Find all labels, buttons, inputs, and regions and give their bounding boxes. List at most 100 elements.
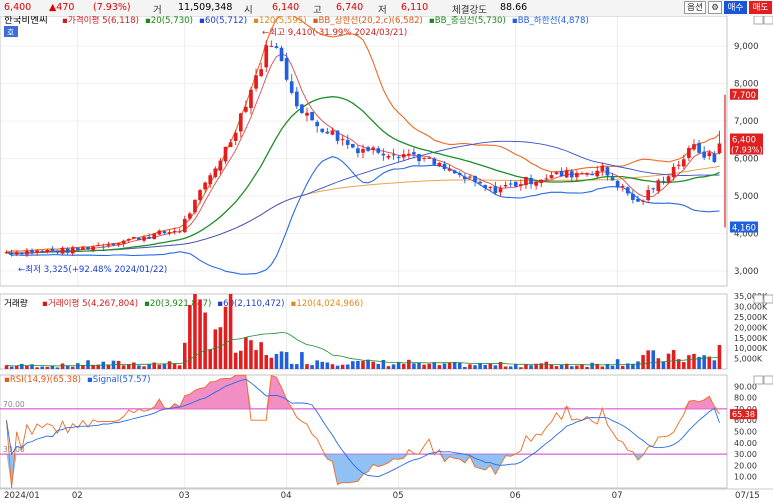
candle-body: [717, 143, 722, 154]
candle-body: [35, 250, 39, 253]
volume-bar: [198, 299, 202, 369]
volume-tick-label: 5,000K: [734, 355, 763, 364]
candle-body: [264, 45, 269, 68]
candle-body: [580, 173, 584, 175]
candle-body: [335, 130, 340, 141]
volume-bar: [381, 359, 386, 369]
volume-bar: [386, 366, 391, 369]
volume-ma-line: [6, 332, 720, 367]
price-tick-label: 7,000: [734, 117, 759, 127]
candle-body: [676, 164, 681, 166]
volume-legend-item: ▪120(4,024,966): [291, 299, 364, 309]
volume-bar: [228, 294, 233, 369]
volume-bar: [498, 361, 503, 369]
volume-bar: [40, 366, 44, 369]
candle-body: [279, 47, 284, 62]
price-legend-item: ▪20(5,730): [145, 16, 193, 26]
candle-body: [198, 190, 202, 201]
candle-body: [167, 232, 172, 234]
rsi-panel-expand-button[interactable]: [753, 375, 764, 385]
candle-body: [4, 252, 9, 254]
candle-body: [478, 181, 482, 184]
date-tick-label: 03: [179, 491, 190, 500]
volume-bar: [116, 360, 121, 369]
candle-body: [101, 246, 106, 248]
candle-body: [96, 245, 101, 247]
volume-bar: [519, 367, 523, 369]
volume-bar: [182, 342, 187, 369]
buy-button[interactable]: 매수: [724, 1, 747, 14]
volume-bar: [376, 363, 381, 369]
volume-bar: [585, 367, 589, 369]
volume-panel-expand-button[interactable]: [753, 294, 764, 304]
date-tick-label: 04: [281, 491, 292, 500]
volume-bar: [422, 364, 426, 369]
candle-body: [14, 252, 19, 255]
volume-bar: [661, 361, 666, 369]
chart-grid: [0, 16, 727, 488]
date-tick-label: 2024/01: [4, 491, 40, 500]
chart-canvas[interactable]: 한국비엔씨 호 ▪가격이평 5(6,118) ▪20(5,730) ▪60(5,71…: [0, 12, 773, 501]
stock-chart[interactable]: 한국비엔씨 호 ▪가격이평 5(6,118) ▪20(5,730) ▪60(5,71…: [0, 12, 773, 501]
candle-body: [76, 247, 80, 250]
candle-body: [376, 148, 381, 153]
rsi-panel-close-button[interactable]: [763, 375, 773, 385]
sell-button[interactable]: 매도: [749, 1, 772, 14]
quote-badge-label: 호: [7, 28, 14, 37]
candle-body: [350, 143, 355, 148]
candle-body: [111, 243, 116, 246]
volume-bar: [478, 363, 482, 369]
volume-bar: [646, 350, 650, 369]
candle-body: [600, 165, 605, 172]
volume-bar: [595, 363, 600, 369]
candle-body: [671, 166, 676, 178]
price-panel-close-button[interactable]: [763, 15, 773, 25]
volume-bar: [320, 361, 325, 369]
candle-body: [40, 250, 45, 252]
price-panel-expand-button[interactable]: [753, 15, 764, 25]
price-legend-item: ▪120(5,595): [253, 16, 307, 26]
date-tick-label: 05: [393, 491, 404, 500]
price-tick-label: 4,000: [734, 230, 759, 240]
candle-body: [142, 236, 146, 241]
price-legend-item: ▪BB_하한선(4,878): [512, 16, 589, 26]
candlesticks: [4, 40, 722, 257]
volume-bar: [513, 364, 518, 369]
candle-body: [238, 113, 243, 132]
volume-bar: [295, 364, 299, 369]
candle-body: [575, 173, 579, 178]
low-value: 6,110: [401, 2, 429, 13]
candle-body: [473, 176, 477, 182]
gear-icon[interactable]: ⚙: [708, 1, 722, 14]
volume-bar: [396, 362, 401, 369]
current-price-tag-label: 6,400: [732, 135, 756, 145]
quote-badge[interactable]: [4, 26, 18, 37]
candle-body: [86, 247, 90, 250]
volume-panel-close-button[interactable]: [763, 294, 773, 304]
rsi-upper-label: 70.00: [3, 400, 25, 409]
candle-body: [564, 170, 569, 178]
volume-bar: [335, 365, 340, 369]
volume-bar: [259, 342, 263, 369]
candle-body: [340, 139, 345, 141]
option-button[interactable]: 옵션: [684, 1, 706, 14]
high-value: 6,740: [336, 2, 364, 13]
volume-bar: [641, 355, 645, 369]
volume-bar: [254, 350, 258, 369]
candle-body: [427, 157, 432, 159]
volume-bar: [569, 366, 574, 369]
candle-body: [651, 188, 656, 190]
candle-body: [554, 172, 559, 175]
bollinger-lower-line: [6, 156, 720, 275]
candle-body: [625, 187, 630, 194]
volume-bar: [605, 363, 610, 369]
volume-bar: [9, 366, 14, 369]
candle-body: [244, 106, 248, 112]
volume-tick-label: 15,000K: [734, 334, 768, 343]
volume-bar: [564, 363, 569, 369]
volume-bar: [682, 362, 686, 369]
candle-body: [315, 121, 320, 127]
open-label: 시: [244, 5, 253, 16]
candle-body: [356, 148, 360, 154]
